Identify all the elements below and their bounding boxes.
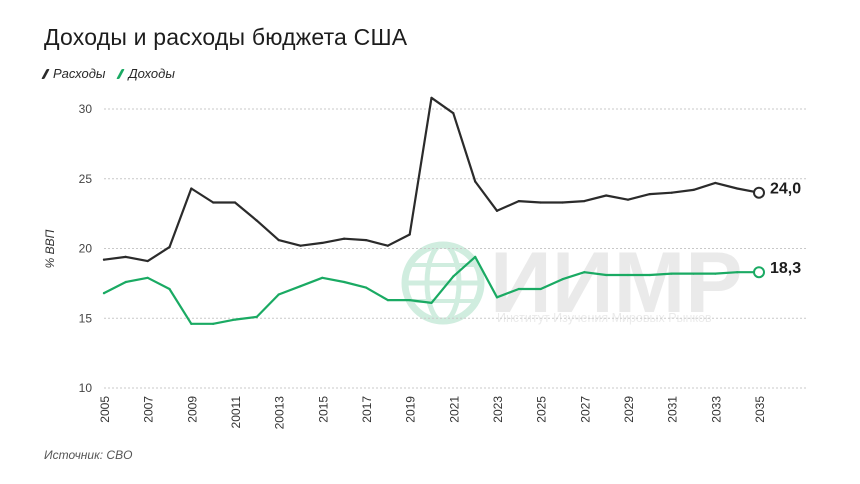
chart-title: Доходы и расходы бюджета США bbox=[44, 24, 408, 50]
data-point bbox=[474, 255, 477, 258]
data-point bbox=[386, 299, 389, 302]
data-point bbox=[124, 255, 127, 258]
x-tick-label: 2005 bbox=[98, 396, 112, 423]
data-point bbox=[146, 259, 149, 263]
data-point bbox=[517, 287, 520, 291]
data-point bbox=[430, 301, 433, 305]
y-tick-label: 30 bbox=[79, 102, 93, 116]
data-point bbox=[583, 271, 586, 274]
data-point bbox=[343, 237, 346, 240]
watermark-logo-text: ИИМР bbox=[490, 235, 743, 331]
data-point bbox=[561, 278, 564, 281]
x-tick-label: 2033 bbox=[709, 396, 723, 423]
data-point bbox=[474, 180, 477, 183]
data-point bbox=[102, 258, 106, 261]
data-point bbox=[430, 96, 433, 99]
x-tick-label: 2015 bbox=[316, 396, 330, 423]
data-point bbox=[539, 287, 542, 291]
data-point bbox=[452, 275, 455, 278]
data-point bbox=[648, 273, 651, 277]
x-tick-label: 2009 bbox=[185, 396, 199, 423]
data-point bbox=[605, 273, 608, 277]
x-tick-label: 20011 bbox=[229, 396, 243, 429]
x-tick-label: 20013 bbox=[273, 396, 287, 430]
data-point bbox=[321, 241, 324, 245]
data-point bbox=[190, 322, 193, 325]
x-tick-label: 2023 bbox=[491, 396, 505, 423]
data-point bbox=[495, 209, 499, 212]
x-tick-label: 2007 bbox=[142, 396, 156, 423]
data-point bbox=[212, 322, 215, 325]
data-point bbox=[102, 292, 106, 295]
data-point bbox=[517, 199, 520, 203]
legend-item-revenues: Доходы bbox=[116, 66, 175, 81]
data-point bbox=[233, 318, 237, 321]
x-tick-label: 2017 bbox=[360, 396, 374, 423]
data-point bbox=[212, 201, 215, 204]
data-point bbox=[452, 112, 455, 115]
data-point bbox=[605, 194, 608, 197]
data-point bbox=[277, 293, 280, 296]
watermark-globe-icon bbox=[401, 241, 485, 325]
x-tick-label: 2025 bbox=[535, 396, 549, 423]
data-point bbox=[277, 239, 280, 242]
data-point bbox=[670, 191, 673, 194]
x-tick-label: 2019 bbox=[404, 396, 418, 423]
data-point bbox=[626, 198, 630, 201]
data-point bbox=[364, 239, 368, 242]
source-note: Источник: CBO bbox=[44, 448, 133, 462]
x-tick-label: 2027 bbox=[578, 396, 592, 423]
data-point bbox=[321, 276, 324, 279]
legend-item-expenses: Расходы bbox=[41, 66, 106, 81]
data-point bbox=[364, 286, 368, 289]
data-point bbox=[299, 244, 302, 247]
data-point bbox=[648, 192, 651, 196]
x-tick-label: 2021 bbox=[447, 396, 461, 423]
data-point bbox=[495, 296, 499, 299]
data-point bbox=[692, 272, 695, 275]
end-point-marker bbox=[753, 266, 765, 279]
data-point bbox=[299, 285, 302, 288]
end-point-marker bbox=[753, 186, 765, 199]
data-point bbox=[408, 299, 411, 302]
legend-label-revenues: Доходы bbox=[128, 66, 175, 81]
data-point bbox=[408, 233, 411, 236]
y-tick-label: 25 bbox=[79, 172, 93, 186]
end-value-label: 24,0 bbox=[770, 181, 801, 198]
legend-label-expenses: Расходы bbox=[53, 66, 106, 81]
end-value-label: 18,3 bbox=[770, 260, 801, 277]
data-point bbox=[736, 271, 739, 274]
y-axis-label: % ВВП bbox=[43, 229, 57, 268]
x-tick-label: 2031 bbox=[666, 396, 680, 423]
data-point bbox=[386, 244, 389, 247]
y-tick-label: 15 bbox=[79, 311, 93, 325]
data-point bbox=[714, 272, 717, 275]
y-tick-label: 10 bbox=[79, 381, 93, 395]
watermark-globe-meridian bbox=[424, 242, 462, 324]
x-tick-label: 2029 bbox=[622, 396, 636, 423]
x-tick-label: 2035 bbox=[753, 396, 767, 423]
data-point bbox=[583, 199, 586, 203]
data-point bbox=[233, 201, 237, 204]
data-point bbox=[255, 219, 258, 222]
data-point bbox=[190, 187, 193, 190]
data-point bbox=[692, 188, 695, 192]
data-point bbox=[626, 273, 630, 277]
data-point bbox=[146, 276, 149, 279]
data-point bbox=[539, 201, 542, 204]
data-point bbox=[124, 280, 127, 284]
legend: Расходы Доходы bbox=[41, 66, 189, 81]
data-point bbox=[168, 246, 171, 249]
data-point bbox=[343, 280, 346, 284]
data-point bbox=[714, 181, 717, 185]
data-point bbox=[561, 201, 564, 204]
data-point bbox=[168, 287, 171, 291]
data-point bbox=[736, 187, 739, 190]
data-point bbox=[255, 315, 258, 318]
data-point bbox=[670, 272, 673, 275]
y-tick-label: 20 bbox=[79, 242, 93, 256]
